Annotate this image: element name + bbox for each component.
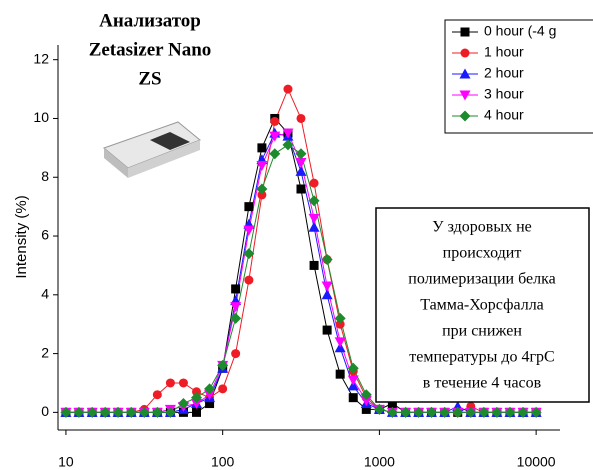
annotation-line: Тамма-Хорсфалла (420, 297, 544, 314)
marker (269, 148, 280, 159)
title: Анализатор Zetasizer Nano ZS (89, 10, 212, 89)
marker (295, 148, 306, 159)
annotation-line: при снижен (442, 323, 522, 340)
annotation-line: У здоровых не (432, 219, 531, 236)
marker (231, 349, 240, 358)
annotation-line: в течение 4 часов (423, 375, 542, 392)
annotation-line: полимеризации белка (408, 271, 555, 288)
y-tick-label: 4 (41, 286, 49, 302)
marker (323, 326, 332, 335)
marker (257, 143, 266, 152)
marker (348, 376, 359, 386)
marker (336, 370, 345, 379)
y-tick-label: 10 (33, 109, 49, 125)
y-tick-label: 6 (41, 227, 49, 243)
marker (218, 384, 227, 393)
y-tick-label: 2 (41, 344, 49, 360)
marker (244, 202, 253, 211)
legend-marker (461, 28, 470, 37)
legend-label: 4 hour (484, 107, 524, 123)
chart: Анализатор Zetasizer Nano ZS 0 2 4 6 8 10 12 10 10… (0, 0, 593, 470)
instrument-picture (104, 122, 200, 178)
marker (322, 281, 333, 291)
annotation-line: происходит (443, 245, 522, 262)
marker (335, 337, 346, 347)
marker (231, 284, 240, 293)
marker (283, 85, 292, 94)
x-tick-label: 10 (58, 454, 74, 470)
title-line: Анализатор (99, 10, 201, 31)
legend-label: 1 hour (484, 44, 524, 60)
marker (296, 185, 305, 194)
legend-label: 3 hour (484, 86, 524, 102)
annotation-line: температуры до 4грС (409, 349, 554, 366)
legend-label: 2 hour (484, 65, 524, 81)
marker (270, 117, 279, 126)
marker (179, 378, 188, 387)
y-tick-label: 8 (41, 168, 49, 184)
legend-label: 0 hour (-4 g (484, 23, 556, 39)
marker (310, 261, 319, 270)
marker (166, 378, 175, 387)
title-line: Zetasizer Nano (89, 39, 212, 60)
y-axis-label: Intensity (%) (13, 195, 30, 278)
x-tick-label: 1000 (364, 454, 395, 470)
title-line: ZS (138, 68, 161, 89)
marker (310, 179, 319, 188)
x-tick-label: 100 (211, 454, 235, 470)
marker (153, 390, 162, 399)
marker (322, 254, 333, 265)
x-tick-label: 10000 (517, 454, 556, 470)
marker (244, 276, 253, 285)
y-tick-label: 0 (41, 403, 49, 419)
legend-marker (461, 49, 470, 58)
y-tick-label: 12 (33, 50, 49, 66)
marker (349, 393, 358, 402)
marker (192, 408, 201, 417)
marker (296, 114, 305, 123)
